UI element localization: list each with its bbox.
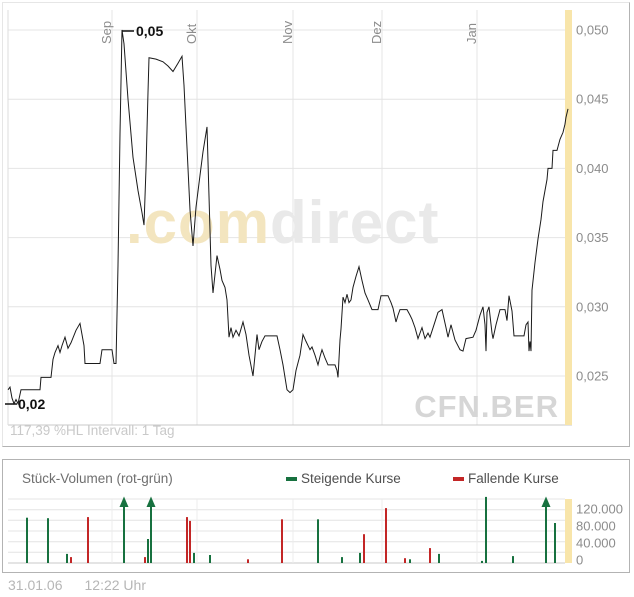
volume-bar xyxy=(429,548,431,563)
price-gridlines xyxy=(7,10,572,426)
volume-bar-clipped xyxy=(150,506,152,563)
volume-bar xyxy=(281,519,283,563)
volume-panel: 120.000 80.000 40.000 0 Stück-Volumen (rot-… xyxy=(2,459,630,573)
x-axis-label: Sep xyxy=(99,21,114,44)
y-axis-label: 0,035 xyxy=(576,230,609,245)
price-line-group xyxy=(7,29,569,406)
volume-bars xyxy=(26,496,556,563)
volume-bar xyxy=(193,552,195,563)
volume-bar xyxy=(317,519,319,563)
legend-up-swatch xyxy=(286,477,297,481)
volume-bar xyxy=(485,496,487,563)
volume-bar xyxy=(438,553,440,563)
low-marker-label: 0,02 xyxy=(18,396,45,412)
volume-bar xyxy=(404,558,406,563)
high-marker-label: 0,05 xyxy=(136,23,163,39)
y-axis-label: 0,045 xyxy=(576,92,609,107)
volume-bar xyxy=(341,557,343,563)
volume-y-axis-label: 0 xyxy=(576,553,583,568)
x-axis-label: Okt xyxy=(184,23,199,44)
x-axis-label: Dez xyxy=(369,21,384,44)
volume-bar-arrow xyxy=(119,496,129,507)
y-axis-label: 0,050 xyxy=(576,23,609,38)
volume-bar xyxy=(363,534,365,563)
x-axis-label: Nov xyxy=(280,20,295,44)
volume-bar-clipped xyxy=(123,506,125,563)
volume-latest-band xyxy=(565,499,572,563)
volume-bar xyxy=(209,555,211,563)
status-bar: 31.01.06 12:22 Uhr xyxy=(8,577,146,593)
volume-bar xyxy=(70,557,72,563)
status-date: 31.01.06 xyxy=(8,577,63,593)
volume-bar xyxy=(385,508,387,563)
volume-y-axis-label: 80.000 xyxy=(576,519,616,534)
volume-bar-arrow xyxy=(541,496,551,507)
volume-bar xyxy=(409,559,411,563)
volume-bar xyxy=(147,539,149,563)
price-line xyxy=(7,29,569,406)
volume-bar xyxy=(189,520,191,563)
y-axis-label: 0,025 xyxy=(576,369,609,384)
volume-bar xyxy=(47,518,49,563)
legend-down-label: Fallende Kurse xyxy=(468,471,559,486)
x-axis-label: Jan xyxy=(464,23,479,44)
legend-down-swatch xyxy=(453,477,464,481)
volume-gridlines xyxy=(8,498,565,564)
volume-bar xyxy=(66,553,68,563)
watermark-com: .com xyxy=(126,189,270,256)
volume-bar xyxy=(87,517,89,563)
legend-up-label: Steigende Kurse xyxy=(301,471,401,486)
instrument-watermark: CFN.BER xyxy=(414,389,559,424)
volume-y-axis-label: 120.000 xyxy=(576,502,623,517)
price-svg: .comdirect CFN.BER 0,0500,0450,0400,0350… xyxy=(5,10,609,426)
status-time: 12:22 Uhr xyxy=(84,577,146,593)
volume-svg: 120.000 80.000 40.000 0 xyxy=(8,496,623,568)
volume-title: Stück-Volumen (rot-grün) xyxy=(22,471,173,486)
volume-bar xyxy=(512,556,514,563)
price-axis-labels: 0,050 0,045 0,040 0,035 0,030 0,025 Sep Okt Nov D… xyxy=(99,20,609,383)
volume-bar-clipped xyxy=(545,506,547,563)
volume-axis-labels: 120.000 80.000 40.000 0 xyxy=(576,502,623,568)
volume-bar xyxy=(144,557,146,563)
y-axis-label: 0,030 xyxy=(576,299,609,314)
hl-percent-label: 117,39 %HL xyxy=(10,423,84,438)
volume-bar xyxy=(26,517,28,563)
interval-label: Intervall: 1 Tag xyxy=(87,423,175,438)
volume-bar xyxy=(554,523,556,563)
volume-bar xyxy=(186,517,188,563)
watermark-direct: direct xyxy=(270,189,439,256)
volume-bar xyxy=(359,552,361,563)
y-axis-label: 0,040 xyxy=(576,161,609,176)
volume-bar-arrow xyxy=(146,496,156,507)
comdirect-watermark: .comdirect xyxy=(126,189,439,256)
volume-y-axis-label: 40.000 xyxy=(576,536,616,551)
price-panel: .comdirect CFN.BER 0,050 0,045 0,040 0,035 0… xyxy=(2,2,630,447)
volume-bar xyxy=(247,559,249,563)
volume-bar xyxy=(481,560,483,563)
latest-session-band xyxy=(565,10,572,425)
